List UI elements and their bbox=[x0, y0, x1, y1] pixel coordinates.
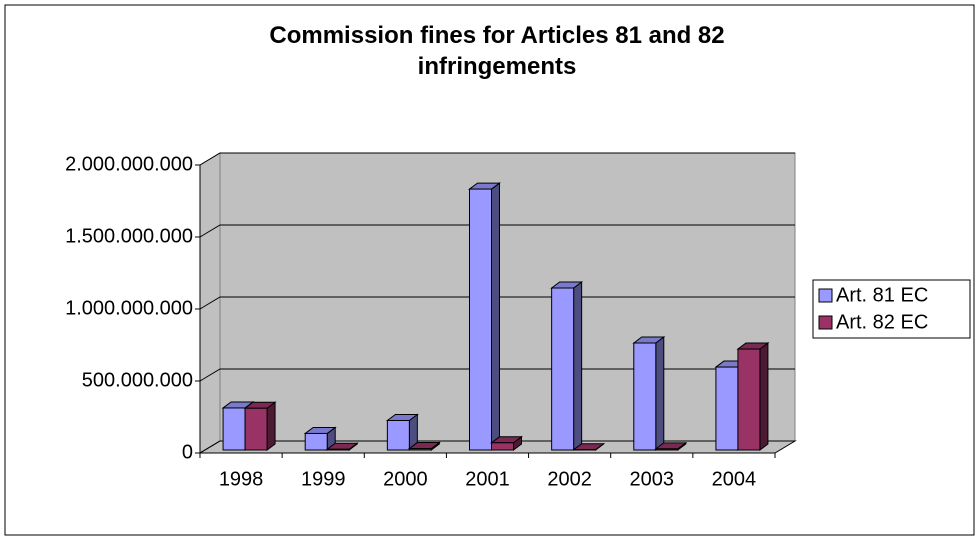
y-tick-label: 500.000.000 bbox=[82, 369, 193, 391]
bar-side bbox=[655, 336, 665, 451]
bar-front bbox=[222, 407, 246, 451]
bar bbox=[572, 442, 606, 451]
y-tick-label: 0 bbox=[182, 441, 193, 463]
bar-front bbox=[715, 366, 739, 451]
x-tick-label: 2004 bbox=[712, 468, 757, 490]
x-tick-label: 2003 bbox=[630, 468, 675, 490]
legend-box bbox=[812, 279, 971, 339]
bar-front bbox=[469, 188, 492, 451]
x-tick-label: 2002 bbox=[547, 468, 592, 490]
y-tick-label: 1.000.000.000 bbox=[65, 297, 193, 319]
legend-swatch bbox=[818, 288, 833, 303]
bar bbox=[550, 281, 584, 451]
bar-side bbox=[266, 401, 276, 451]
bar bbox=[490, 435, 523, 451]
bar bbox=[407, 441, 441, 451]
bar-front bbox=[386, 419, 410, 451]
y-tick-label: 1.500.000.000 bbox=[65, 225, 193, 247]
bar bbox=[468, 182, 501, 451]
bar-front bbox=[408, 448, 432, 451]
bar-front bbox=[244, 407, 268, 451]
chart-title: Commission fines for Articles 81 and 82 … bbox=[269, 22, 725, 80]
grid-line bbox=[199, 368, 795, 382]
y-tick-label: 2.000.000.000 bbox=[65, 153, 193, 175]
bar-side bbox=[759, 342, 769, 451]
legend-label: Art. 82 EC bbox=[836, 311, 928, 333]
legend-label: Art. 81 EC bbox=[836, 284, 928, 306]
bar bbox=[654, 441, 688, 451]
x-tick-label: 2001 bbox=[465, 468, 510, 490]
grid-line bbox=[199, 296, 795, 310]
bar bbox=[385, 413, 419, 451]
grid-line bbox=[199, 440, 795, 454]
bar-front bbox=[655, 448, 679, 451]
legend-swatch bbox=[818, 315, 833, 330]
bar bbox=[325, 442, 359, 451]
bar-front bbox=[551, 287, 575, 451]
grid-line bbox=[199, 224, 795, 238]
x-tick-label: 2000 bbox=[383, 468, 428, 490]
bar-front bbox=[633, 342, 657, 451]
bar-front bbox=[737, 348, 761, 451]
grid-line bbox=[199, 152, 795, 166]
bar-front bbox=[304, 432, 328, 451]
bar bbox=[632, 336, 666, 451]
bar bbox=[303, 426, 337, 451]
bar-side bbox=[573, 281, 583, 451]
bar bbox=[736, 342, 770, 451]
bar bbox=[243, 401, 277, 451]
bar-front bbox=[491, 442, 514, 451]
bar-front bbox=[326, 448, 350, 451]
x-tick-label: 1998 bbox=[219, 468, 264, 490]
bar-side bbox=[491, 182, 500, 451]
x-tick-label: 1999 bbox=[301, 468, 346, 490]
